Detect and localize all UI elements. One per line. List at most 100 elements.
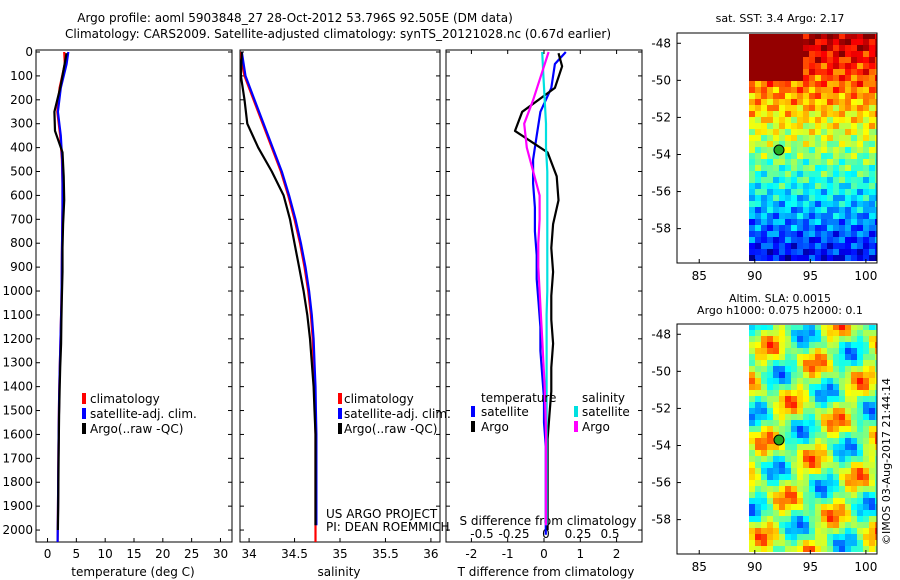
sst-cell: [761, 213, 767, 219]
sst-cell: [749, 243, 755, 249]
sla-cell: [857, 474, 863, 480]
sla-cell: [755, 336, 761, 342]
sst-cell: [749, 153, 755, 159]
sst-cell: [797, 231, 803, 237]
sla-cell: [857, 420, 863, 426]
sla-cell: [761, 402, 767, 408]
sla-cell: [833, 510, 839, 516]
sst-cell: [797, 237, 803, 243]
sst-cell: [803, 171, 809, 177]
sla-cell: [815, 384, 821, 390]
sst-cell: [821, 153, 827, 159]
sst-cell: [815, 159, 821, 165]
sla-cell: [755, 474, 761, 480]
sst-cell: [833, 195, 839, 201]
sla-cell: [845, 444, 851, 450]
sst-cell: [839, 213, 845, 219]
sst-cell: [875, 123, 877, 129]
sla-cell: [797, 540, 803, 546]
sst-cell: [821, 87, 827, 93]
sst-cell: [761, 63, 767, 69]
sst-cell: [845, 195, 851, 201]
sla-cell: [875, 456, 877, 462]
sla-cell: [809, 546, 815, 552]
sst-cell: [791, 207, 797, 213]
sst-cell: [833, 117, 839, 123]
sst-cell: [803, 63, 809, 69]
sla-cell: [809, 492, 815, 498]
diff-legend-sal-argo: Argo: [582, 420, 610, 434]
sla-cell: [845, 480, 851, 486]
sst-cell: [821, 171, 827, 177]
sst-cell: [803, 111, 809, 117]
sst-cell: [851, 93, 857, 99]
lon-tick-label: 95: [803, 560, 818, 574]
sla-cell: [785, 408, 791, 414]
sst-cell: [869, 117, 875, 123]
sst-cell: [779, 117, 785, 123]
sla-cell: [863, 378, 869, 384]
sst-cell: [875, 243, 877, 249]
sla-cell: [821, 348, 827, 354]
sst-cell: [785, 51, 791, 57]
sla-cell: [809, 354, 815, 360]
sla-cell: [827, 396, 833, 402]
sla-cell: [839, 456, 845, 462]
sst-cell: [851, 81, 857, 87]
sst-cell: [797, 123, 803, 129]
sst-cell: [857, 219, 863, 225]
sst-cell: [767, 249, 773, 255]
sst-cell: [869, 81, 875, 87]
sla-cell: [857, 528, 863, 534]
sst-cell: [857, 99, 863, 105]
sst-cell: [755, 135, 761, 141]
sla-cell: [875, 414, 877, 420]
sla-cell: [809, 426, 815, 432]
sla-cell: [869, 510, 875, 516]
sla-cell: [779, 444, 785, 450]
sst-cell: [785, 117, 791, 123]
sla-cell: [815, 444, 821, 450]
sla-cell: [791, 468, 797, 474]
sla-cell: [779, 498, 785, 504]
credit-project: US ARGO PROJECT: [326, 507, 438, 521]
x-tick-label: 25: [184, 547, 199, 561]
sla-cell: [869, 330, 875, 336]
sst-cell: [767, 189, 773, 195]
sla-cell: [863, 450, 869, 456]
sla-cell: [749, 462, 755, 468]
sla-cell: [869, 360, 875, 366]
sst-cell: [809, 123, 815, 129]
sla-cell: [875, 342, 877, 348]
sla-cell: [761, 444, 767, 450]
sst-cell: [755, 75, 761, 81]
depth-axis: 0100200300400500600700800900100011001200…: [2, 45, 642, 537]
sst-cell: [815, 105, 821, 111]
sla-cell: [773, 330, 779, 336]
sst-cell: [851, 123, 857, 129]
sla-cell: [827, 504, 833, 510]
sla-cell: [761, 396, 767, 402]
sla-cell: [761, 384, 767, 390]
sst-cell: [809, 171, 815, 177]
sla-cell: [869, 456, 875, 462]
sst-cell: [839, 129, 845, 135]
sst-cell: [773, 135, 779, 141]
sst-cell: [875, 237, 877, 243]
sst-cell: [767, 105, 773, 111]
sla-cell: [815, 372, 821, 378]
sst-cell: [791, 57, 797, 63]
sst-cell: [839, 219, 845, 225]
s-tick-label: -0.25: [498, 527, 529, 541]
sst-cell: [833, 189, 839, 195]
sla-cell: [851, 450, 857, 456]
sst-cell: [785, 75, 791, 81]
sst-cell: [821, 159, 827, 165]
sla-cell: [785, 480, 791, 486]
sst-cell: [761, 141, 767, 147]
sla-cell: [761, 534, 767, 540]
sst-cell: [827, 153, 833, 159]
sst-cell: [815, 123, 821, 129]
sst-cell: [785, 129, 791, 135]
sst-cell: [767, 87, 773, 93]
